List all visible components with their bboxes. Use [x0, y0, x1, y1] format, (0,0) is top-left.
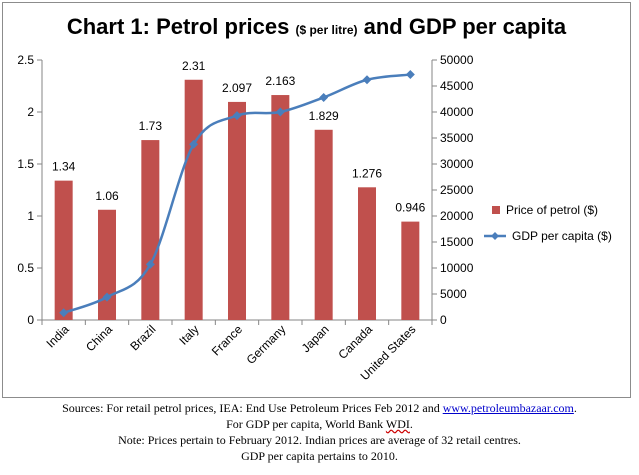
legend-bar-swatch [492, 206, 500, 214]
category-label: Italy [176, 322, 201, 347]
gdp-point [102, 292, 112, 302]
right-tick-label: 0 [440, 313, 447, 327]
right-tick-label: 10000 [440, 261, 474, 275]
gdp-point [362, 75, 372, 85]
gdp-point [145, 259, 155, 269]
right-tick-label: 20000 [440, 209, 474, 223]
title-main-part-a: Chart 1: Petrol prices [66, 14, 290, 39]
left-tick-label: 2.5 [17, 53, 34, 67]
category-label: France [209, 322, 246, 359]
petrol-price-label: 2.163 [265, 74, 295, 88]
sources-line-1: Sources: For retail petrol prices, IEA: … [4, 400, 635, 416]
left-tick-label: 1 [27, 209, 34, 223]
petrol-price-label: 1.73 [139, 119, 163, 133]
petrol-price-bar [141, 140, 160, 320]
gdp-point [189, 139, 199, 149]
legend-line-marker [491, 232, 499, 240]
bar-series [54, 79, 420, 320]
sources-line-2: For GDP per capita, World Bank WDI. [4, 416, 635, 432]
petrol-price-bar [184, 79, 203, 320]
right-tick-label: 40000 [440, 105, 474, 119]
gdp-point [59, 308, 69, 318]
gdp-line [63, 73, 411, 314]
right-tick-label: 5000 [440, 287, 467, 301]
gdp-point [275, 107, 285, 117]
line-series [59, 70, 415, 318]
right-tick-label: 35000 [440, 131, 474, 145]
category-label: Canada [335, 322, 375, 362]
wdi-text: WDI [385, 417, 410, 431]
category-label: Japan [299, 322, 332, 355]
right-tick-label: 25000 [440, 183, 474, 197]
gdp-source-text: For GDP per capita, World Bank [226, 417, 386, 431]
gdp-point [405, 70, 415, 80]
left-tick-label: 1.5 [17, 157, 34, 171]
gdp-point [232, 111, 242, 121]
legend-bar-label: Price of petrol ($) [506, 203, 598, 217]
petrol-price-label: 2.31 [182, 59, 206, 73]
sources-text: Sources: For retail petrol prices, IEA: … [62, 401, 443, 415]
title-main-part-b: and GDP per capita [363, 14, 567, 39]
right-tick-label: 30000 [440, 157, 474, 171]
right-tick-label: 45000 [440, 79, 474, 93]
category-label: Germany [244, 322, 289, 367]
left-tick-label: 0 [27, 313, 34, 327]
petrol-price-bar [98, 209, 116, 320]
sources-line-3: Note: Prices pertain to February 2012. I… [118, 433, 521, 447]
legend: Price of petrol ($) GDP per capita ($) [484, 203, 612, 243]
sources-note: Sources: For retail petrol prices, IEA: … [4, 400, 635, 464]
combo-chart: 0 0.5 1 1.5 2 2.5 0 5000 10000 15000 20000 25000 300… [17, 53, 612, 383]
legend-line-label: GDP per capita ($) [512, 229, 612, 243]
data-labels: 1.34 1.06 1.73 2.31 2.097 2.163 1.829 1.276 0.94… [52, 59, 426, 215]
petroleumbazaar-link[interactable]: www.petroleumbazaar.com [442, 401, 574, 415]
petrol-price-label: 0.946 [395, 201, 425, 215]
petrol-price-bar [314, 129, 333, 320]
sources-line-4: GDP per capita pertains to 2010. [241, 449, 398, 463]
right-tick-label: 15000 [440, 235, 474, 249]
category-label: Brazil [127, 322, 158, 353]
left-tick-label: 2 [27, 105, 34, 119]
petrol-price-bar [271, 95, 290, 320]
petrol-price-bar [358, 187, 376, 320]
sources-period: . [573, 401, 577, 415]
gdp-point [319, 92, 329, 102]
petrol-price-bar [228, 101, 246, 320]
chart-title: Chart 1: Petrol prices ($ per litre) and… [2, 14, 631, 40]
gdp-source-period: . [409, 417, 413, 431]
petrol-price-bar [54, 180, 73, 320]
category-label: China [83, 322, 115, 354]
right-tick-label: 50000 [440, 53, 474, 67]
petrol-price-label: 1.829 [309, 109, 339, 123]
title-units: ($ per litre) [295, 23, 358, 37]
petrol-price-label: 1.276 [352, 166, 382, 180]
petrol-price-label: 1.34 [52, 160, 76, 174]
petrol-price-label: 2.097 [222, 81, 252, 95]
petrol-price-label: 1.06 [95, 189, 119, 203]
left-tick-label: 0.5 [17, 261, 34, 275]
category-label: India [43, 322, 72, 351]
petrol-price-bar [401, 221, 420, 320]
